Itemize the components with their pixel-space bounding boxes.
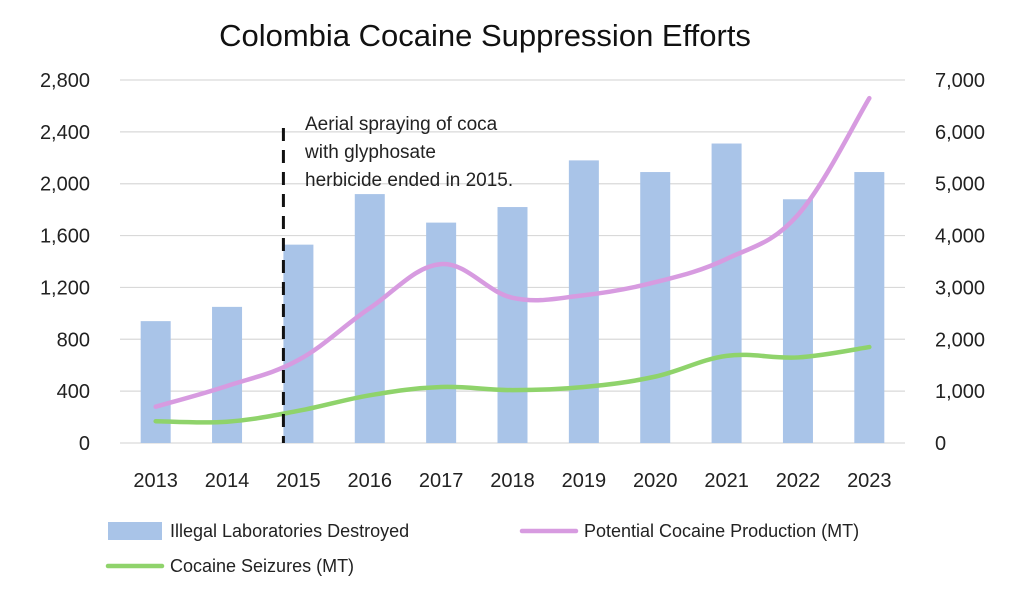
y-right-tick-label: 5,000 bbox=[935, 174, 985, 196]
annotation: Aerial spraying of coca with glyphosate he… bbox=[281, 114, 513, 443]
y-left-tick-label: 400 bbox=[57, 381, 90, 403]
chart-title: Colombia Cocaine Suppression Efforts bbox=[219, 18, 751, 53]
x-tick-label: 2019 bbox=[562, 470, 607, 492]
y-right-tick-label: 7,000 bbox=[935, 70, 985, 92]
y-left-tick-label: 800 bbox=[57, 329, 90, 351]
y-left-tick-label: 1,600 bbox=[40, 226, 90, 248]
legend: Illegal Laboratories Destroyed Potential … bbox=[105, 521, 859, 576]
bar bbox=[426, 222, 457, 443]
y-left-tick-label: 1,200 bbox=[40, 277, 90, 299]
y-left-tick-label: 2,000 bbox=[40, 174, 90, 196]
bar bbox=[140, 321, 171, 443]
y-left-tick-label: 2,400 bbox=[40, 122, 90, 144]
y-right-tick-label: 4,000 bbox=[935, 226, 985, 248]
bar bbox=[568, 160, 599, 443]
x-tick-label: 2021 bbox=[704, 470, 749, 492]
y-right-tick-label: 6,000 bbox=[935, 122, 985, 144]
x-tick-label: 2013 bbox=[133, 470, 178, 492]
legend-label: Illegal Laboratories Destroyed bbox=[170, 521, 409, 541]
y-right-tick-label: 0 bbox=[935, 433, 946, 455]
y-left-tick-label: 2,800 bbox=[40, 70, 90, 92]
x-tick-label: 2015 bbox=[276, 470, 321, 492]
line-series bbox=[153, 95, 872, 409]
x-tick-label: 2017 bbox=[419, 470, 464, 492]
line-series bbox=[153, 344, 872, 425]
y-left-tick-label: 0 bbox=[79, 433, 90, 455]
annotation-text: herbicide ended in 2015. bbox=[305, 170, 513, 191]
annotation-text: with glyphosate bbox=[304, 142, 436, 163]
x-tick-label: 2023 bbox=[847, 470, 892, 492]
bar bbox=[354, 194, 385, 443]
axes: 0 400 800 1,200 1,600 2,000 2,400 2,800 0 1,000 2,… bbox=[40, 70, 985, 492]
legend-label: Cocaine Seizures (MT) bbox=[170, 556, 354, 576]
y-right-tick-label: 3,000 bbox=[935, 277, 985, 299]
x-tick-label: 2014 bbox=[205, 470, 250, 492]
line-layer bbox=[153, 95, 872, 425]
legend-swatch bbox=[108, 522, 162, 540]
bar bbox=[640, 172, 671, 443]
y-right-tick-label: 1,000 bbox=[935, 381, 985, 403]
bar bbox=[782, 199, 813, 443]
x-tick-label: 2016 bbox=[348, 470, 393, 492]
annotation-text: Aerial spraying of coca bbox=[305, 114, 498, 135]
x-tick-label: 2022 bbox=[776, 470, 821, 492]
legend-label: Potential Cocaine Production (MT) bbox=[584, 521, 859, 541]
x-tick-label: 2020 bbox=[633, 470, 678, 492]
bar bbox=[854, 172, 885, 443]
bar bbox=[497, 207, 528, 443]
x-tick-label: 2018 bbox=[490, 470, 535, 492]
y-right-tick-label: 2,000 bbox=[935, 329, 985, 351]
bar bbox=[711, 143, 742, 443]
